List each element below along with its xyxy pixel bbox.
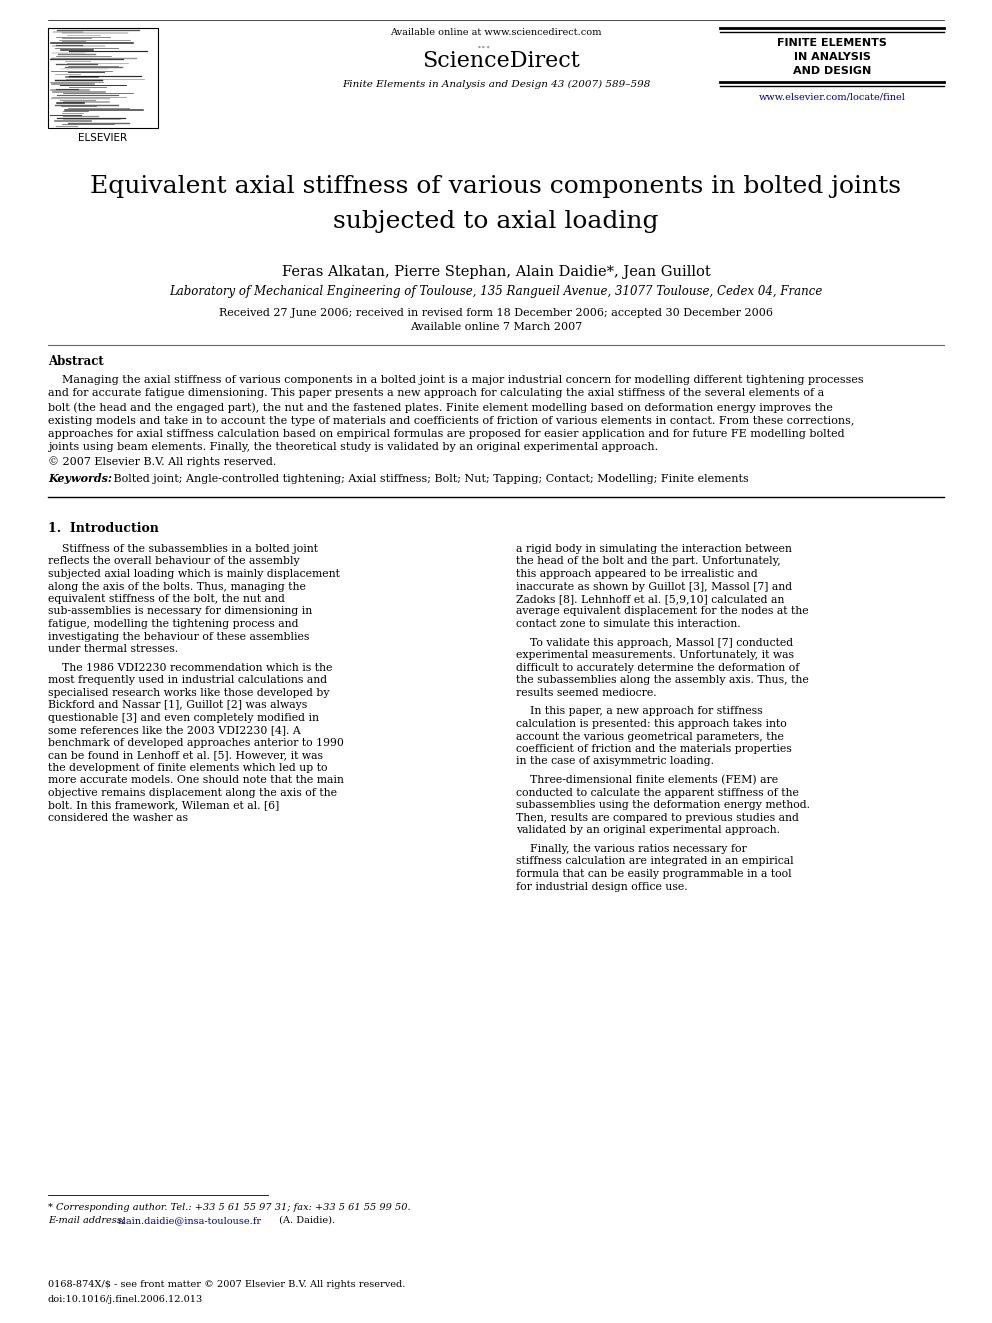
Text: under thermal stresses.: under thermal stresses. <box>48 644 179 654</box>
Text: Stiffness of the subassemblies in a bolted joint: Stiffness of the subassemblies in a bolt… <box>48 544 318 554</box>
Text: Available online at www.sciencedirect.com: Available online at www.sciencedirect.co… <box>390 28 602 37</box>
Text: most frequently used in industrial calculations and: most frequently used in industrial calcu… <box>48 675 327 685</box>
Text: 0168-874X/$ - see front matter © 2007 Elsevier B.V. All rights reserved.: 0168-874X/$ - see front matter © 2007 El… <box>48 1279 406 1289</box>
Text: coefficient of friction and the materials properties: coefficient of friction and the material… <box>516 744 792 754</box>
Text: account the various geometrical parameters, the: account the various geometrical paramete… <box>516 732 784 741</box>
Text: benchmark of developed approaches anterior to 1990: benchmark of developed approaches anteri… <box>48 738 344 747</box>
Text: approaches for axial stiffness calculation based on empirical formulas are propo: approaches for axial stiffness calculati… <box>48 429 844 439</box>
Text: specialised research works like those developed by: specialised research works like those de… <box>48 688 329 697</box>
Text: joints using beam elements. Finally, the theoretical study is validated by an or: joints using beam elements. Finally, the… <box>48 442 658 452</box>
Text: considered the washer as: considered the washer as <box>48 812 188 823</box>
Text: The 1986 VDI2230 recommendation which is the: The 1986 VDI2230 recommendation which is… <box>48 663 332 673</box>
Text: results seemed mediocre.: results seemed mediocre. <box>516 688 657 697</box>
Text: investigating the behaviour of these assemblies: investigating the behaviour of these ass… <box>48 631 310 642</box>
Text: Keywords:: Keywords: <box>48 474 112 484</box>
Text: E-mail address:: E-mail address: <box>48 1216 125 1225</box>
Text: formula that can be easily programmable in a tool: formula that can be easily programmable … <box>516 869 792 878</box>
Text: the head of the bolt and the part. Unfortunately,: the head of the bolt and the part. Unfor… <box>516 557 781 566</box>
Text: ScienceDirect: ScienceDirect <box>423 50 580 71</box>
Text: www.elsevier.com/locate/finel: www.elsevier.com/locate/finel <box>759 93 906 101</box>
Text: objective remains displacement along the axis of the: objective remains displacement along the… <box>48 787 337 798</box>
Text: ELSEVIER: ELSEVIER <box>78 134 128 143</box>
Text: Received 27 June 2006; received in revised form 18 December 2006; accepted 30 De: Received 27 June 2006; received in revis… <box>219 308 773 318</box>
Text: subassemblies using the deformation energy method.: subassemblies using the deformation ener… <box>516 800 810 810</box>
Text: Managing the axial stiffness of various components in a bolted joint is a major : Managing the axial stiffness of various … <box>48 374 864 385</box>
Text: AND DESIGN: AND DESIGN <box>793 66 871 75</box>
Text: IN ANALYSIS: IN ANALYSIS <box>794 52 870 62</box>
Text: Feras Alkatan, Pierre Stephan, Alain Daidie*, Jean Guillot: Feras Alkatan, Pierre Stephan, Alain Dai… <box>282 265 710 279</box>
Text: existing models and take in to account the type of materials and coefficients of: existing models and take in to account t… <box>48 415 854 426</box>
Text: inaccurate as shown by Guillot [3], Massol [7] and: inaccurate as shown by Guillot [3], Mass… <box>516 582 793 591</box>
Text: reflects the overall behaviour of the assembly: reflects the overall behaviour of the as… <box>48 557 300 566</box>
Text: In this paper, a new approach for stiffness: In this paper, a new approach for stiffn… <box>516 706 763 717</box>
Text: Finally, the various ratios necessary for: Finally, the various ratios necessary fo… <box>516 844 747 855</box>
Text: Then, results are compared to previous studies and: Then, results are compared to previous s… <box>516 812 799 823</box>
Text: bolt. In this framework, Wileman et al. [6]: bolt. In this framework, Wileman et al. … <box>48 800 280 810</box>
Text: (A. Daidie).: (A. Daidie). <box>276 1216 335 1225</box>
Text: Three-dimensional finite elements (FEM) are: Three-dimensional finite elements (FEM) … <box>516 775 778 786</box>
Text: and for accurate fatigue dimensioning. This paper presents a new approach for ca: and for accurate fatigue dimensioning. T… <box>48 389 824 398</box>
Text: To validate this approach, Massol [7] conducted: To validate this approach, Massol [7] co… <box>516 638 794 648</box>
Bar <box>48 28 158 128</box>
Text: can be found in Lenhoff et al. [5]. However, it was: can be found in Lenhoff et al. [5]. Howe… <box>48 750 323 761</box>
Text: in the case of axisymmetric loading.: in the case of axisymmetric loading. <box>516 757 714 766</box>
Text: calculation is presented: this approach takes into: calculation is presented: this approach … <box>516 718 787 729</box>
Text: Bolted joint; Angle-controlled tightening; Axial stiffness; Bolt; Nut; Tapping; : Bolted joint; Angle-controlled tightenin… <box>110 474 749 483</box>
Text: sub-assemblies is necessary for dimensioning in: sub-assemblies is necessary for dimensio… <box>48 606 312 617</box>
Text: FINITE ELEMENTS: FINITE ELEMENTS <box>777 38 887 48</box>
Text: •••: ••• <box>477 44 491 52</box>
Text: equivalent stiffness of the bolt, the nut and: equivalent stiffness of the bolt, the nu… <box>48 594 285 605</box>
Text: Equivalent axial stiffness of various components in bolted joints: Equivalent axial stiffness of various co… <box>90 175 902 198</box>
Text: for industrial design office use.: for industrial design office use. <box>516 881 687 892</box>
Text: Available online 7 March 2007: Available online 7 March 2007 <box>410 321 582 332</box>
Text: bolt (the head and the engaged part), the nut and the fastened plates. Finite el: bolt (the head and the engaged part), th… <box>48 402 833 413</box>
Text: more accurate models. One should note that the main: more accurate models. One should note th… <box>48 775 344 786</box>
Text: doi:10.1016/j.finel.2006.12.013: doi:10.1016/j.finel.2006.12.013 <box>48 1295 203 1304</box>
Text: stiffness calculation are integrated in an empirical: stiffness calculation are integrated in … <box>516 856 794 867</box>
Text: experimental measurements. Unfortunately, it was: experimental measurements. Unfortunately… <box>516 650 794 660</box>
Text: Finite Elements in Analysis and Design 43 (2007) 589–598: Finite Elements in Analysis and Design 4… <box>342 79 650 89</box>
Text: Laboratory of Mechanical Engineering of Toulouse, 135 Rangueil Avenue, 31077 Tou: Laboratory of Mechanical Engineering of … <box>170 284 822 298</box>
Text: Abstract: Abstract <box>48 355 104 368</box>
Text: average equivalent displacement for the nodes at the: average equivalent displacement for the … <box>516 606 808 617</box>
Text: along the axis of the bolts. Thus, managing the: along the axis of the bolts. Thus, manag… <box>48 582 306 591</box>
Text: a rigid body in simulating the interaction between: a rigid body in simulating the interacti… <box>516 544 792 554</box>
Text: subjected axial loading which is mainly displacement: subjected axial loading which is mainly … <box>48 569 340 579</box>
Text: the development of finite elements which led up to: the development of finite elements which… <box>48 763 327 773</box>
Text: questionable [3] and even completely modified in: questionable [3] and even completely mod… <box>48 713 319 722</box>
Text: 1.  Introduction: 1. Introduction <box>48 523 159 534</box>
Text: alain.daidie@insa-toulouse.fr: alain.daidie@insa-toulouse.fr <box>118 1216 262 1225</box>
Text: this approach appeared to be irrealistic and: this approach appeared to be irrealistic… <box>516 569 758 579</box>
Text: © 2007 Elsevier B.V. All rights reserved.: © 2007 Elsevier B.V. All rights reserved… <box>48 456 277 467</box>
Text: conducted to calculate the apparent stiffness of the: conducted to calculate the apparent stif… <box>516 787 799 798</box>
Text: Zadoks [8]. Lehnhoff et al. [5,9,10] calculated an: Zadoks [8]. Lehnhoff et al. [5,9,10] cal… <box>516 594 785 605</box>
Text: difficult to accurately determine the deformation of: difficult to accurately determine the de… <box>516 663 800 673</box>
Text: * Corresponding author. Tel.: +33 5 61 55 97 31; fax: +33 5 61 55 99 50.: * Corresponding author. Tel.: +33 5 61 5… <box>48 1203 411 1212</box>
Text: validated by an original experimental approach.: validated by an original experimental ap… <box>516 826 780 835</box>
Text: some references like the 2003 VDI2230 [4]. A: some references like the 2003 VDI2230 [4… <box>48 725 301 736</box>
Text: subjected to axial loading: subjected to axial loading <box>333 210 659 233</box>
Text: Bickford and Nassar [1], Guillot [2] was always: Bickford and Nassar [1], Guillot [2] was… <box>48 700 308 710</box>
Text: fatigue, modelling the tightening process and: fatigue, modelling the tightening proces… <box>48 619 299 628</box>
Text: contact zone to simulate this interaction.: contact zone to simulate this interactio… <box>516 619 741 628</box>
Text: the subassemblies along the assembly axis. Thus, the: the subassemblies along the assembly axi… <box>516 675 808 685</box>
